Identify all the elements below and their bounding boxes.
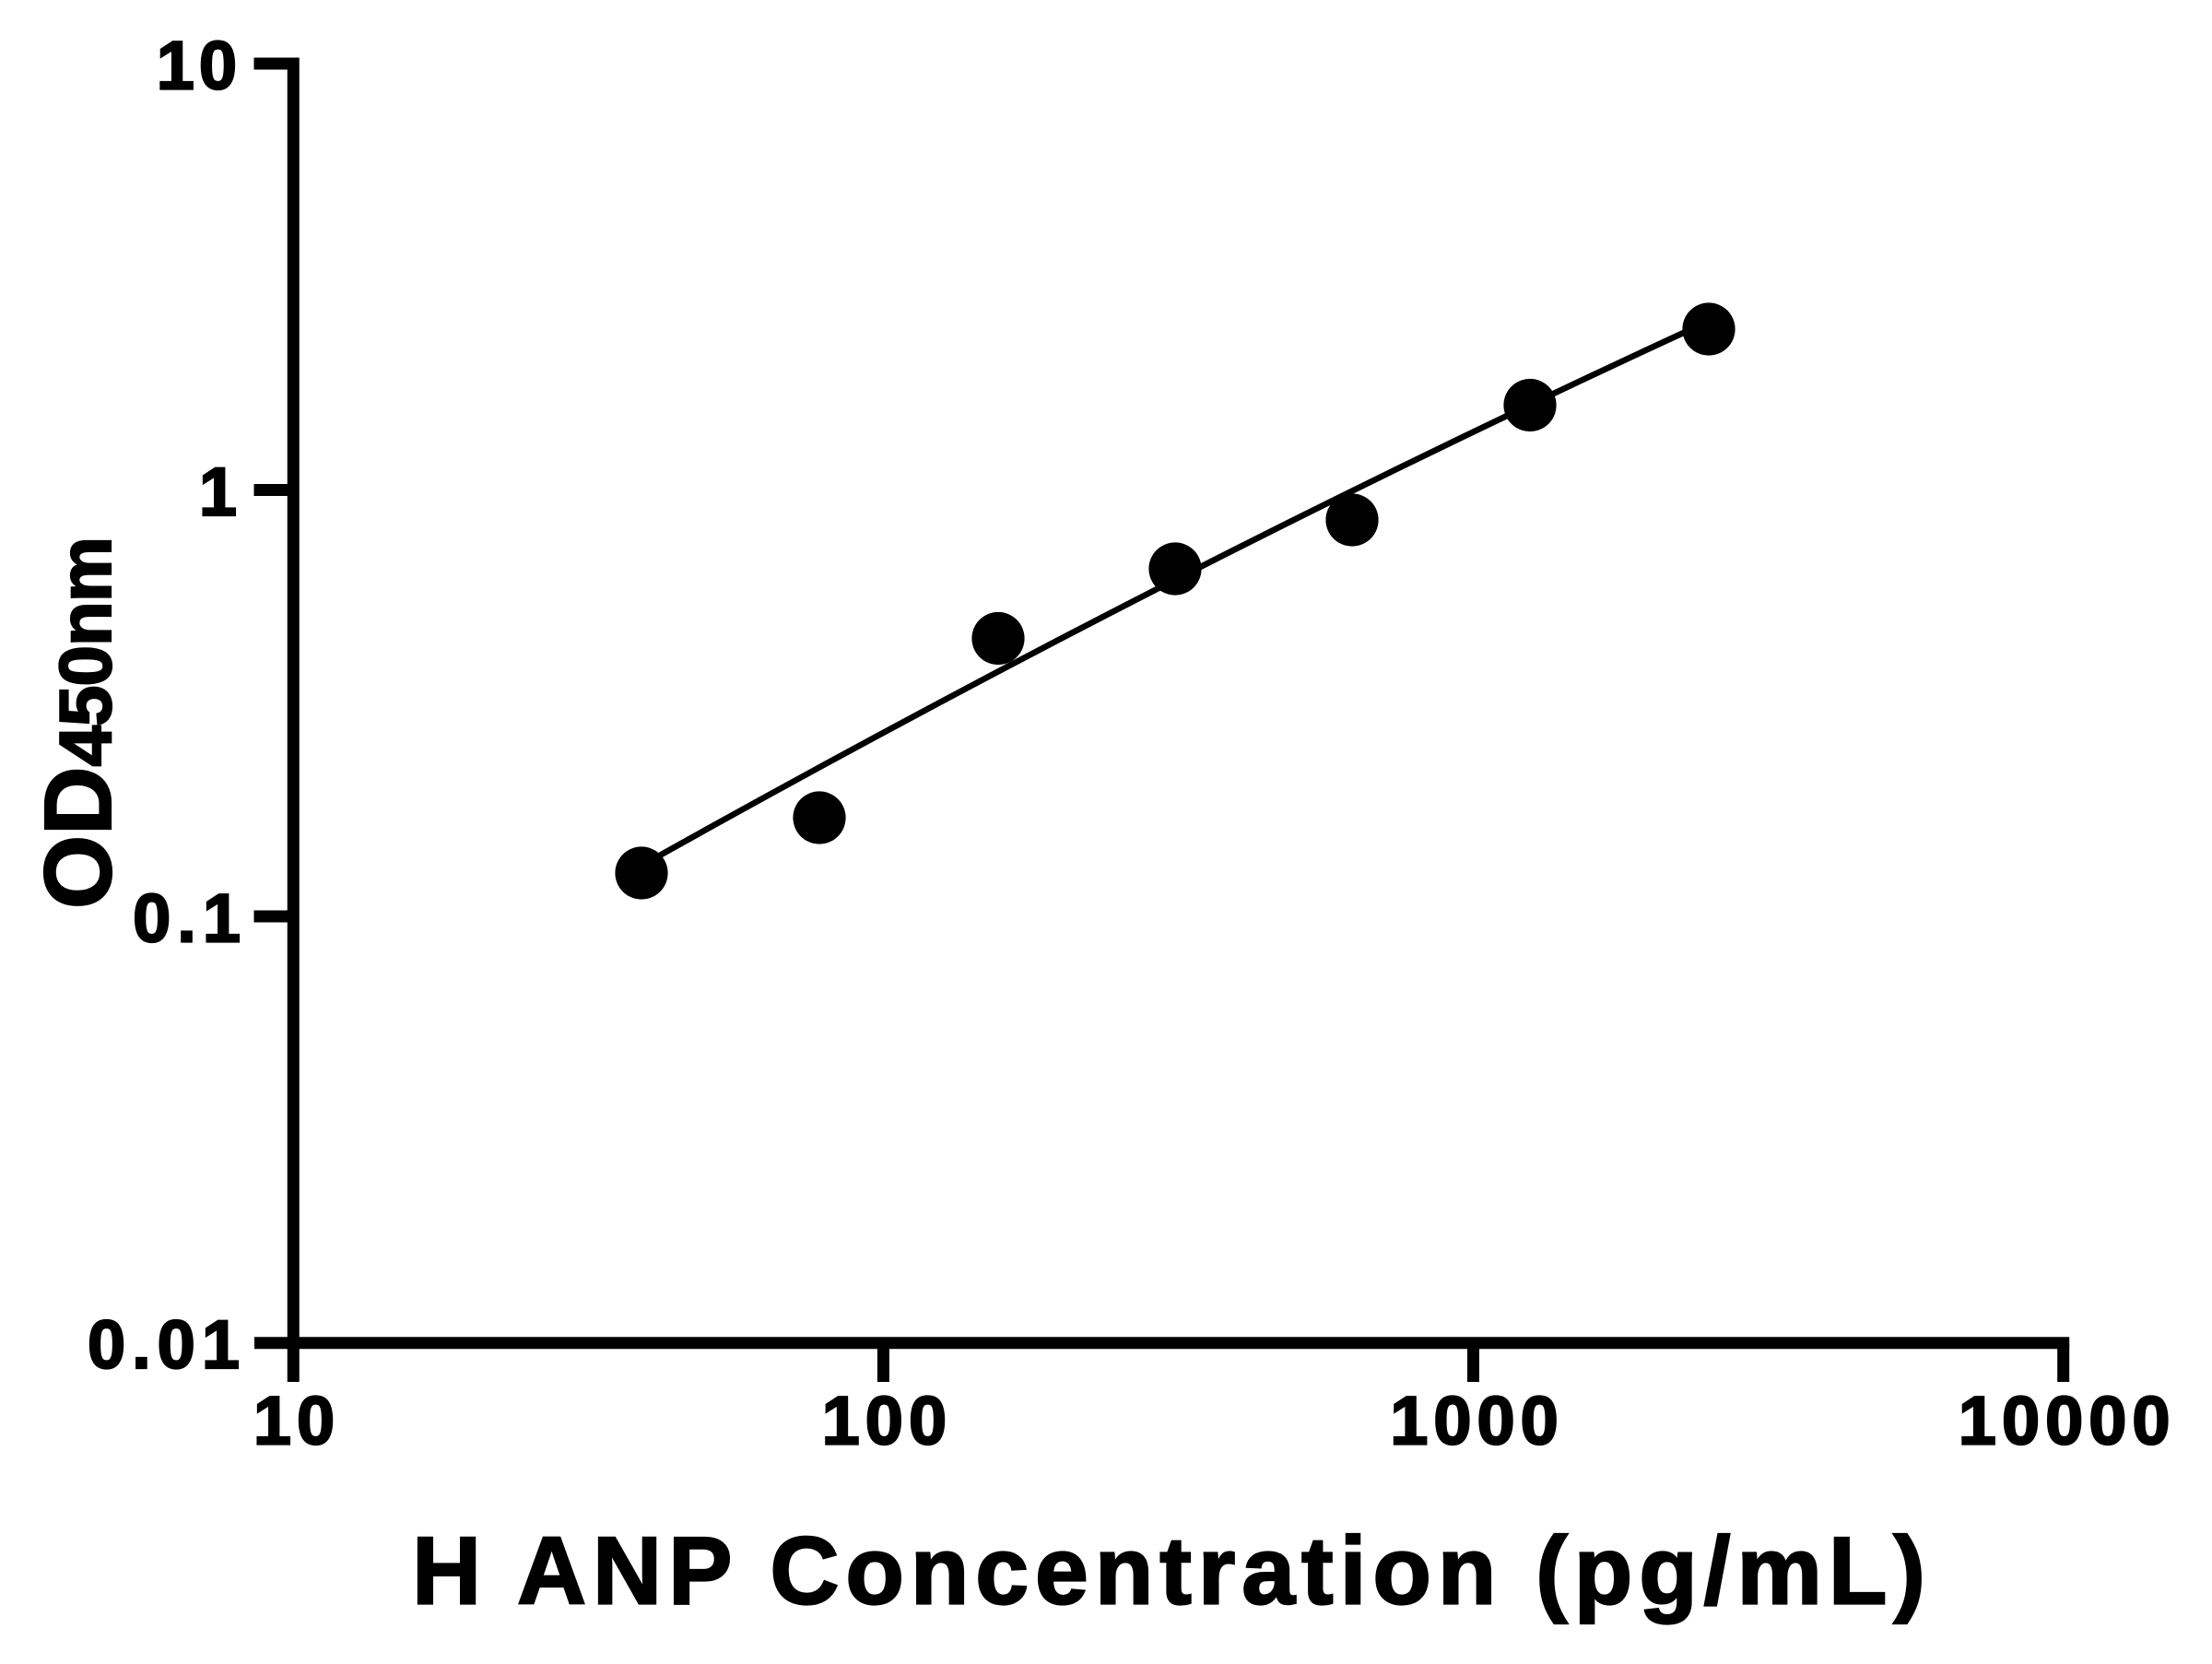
svg-text:0.01: 0.01 [88, 1306, 246, 1383]
svg-text:10: 10 [157, 28, 241, 104]
svg-text:1000: 1000 [1390, 1382, 1564, 1458]
svg-text:100: 100 [822, 1382, 952, 1458]
svg-text:1: 1 [199, 454, 237, 530]
svg-text:10000: 10000 [1959, 1382, 2176, 1458]
svg-text:0.1: 0.1 [133, 880, 247, 957]
svg-text:10: 10 [253, 1382, 340, 1458]
